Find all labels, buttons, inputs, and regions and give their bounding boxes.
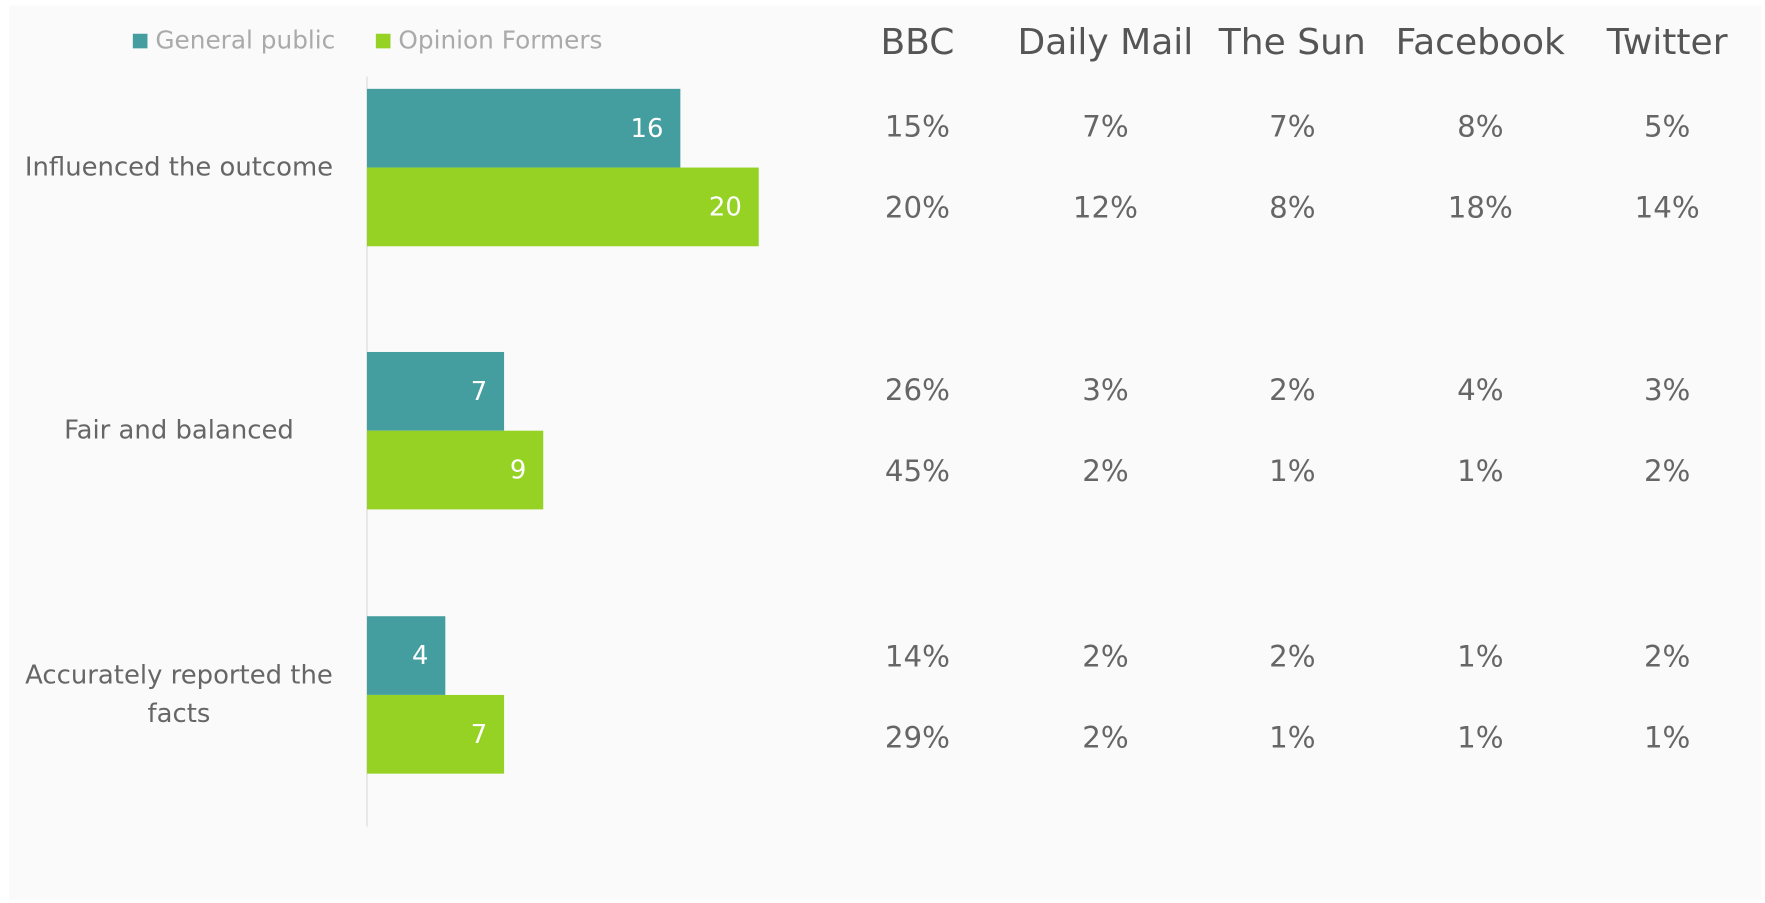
column-header: Daily Mail <box>1018 22 1194 63</box>
data-label: 16 <box>631 114 664 144</box>
data-label: 7 <box>471 377 487 407</box>
table-cell: 29% <box>885 720 950 754</box>
table-cell: 1% <box>1269 454 1315 488</box>
table-cell: 1% <box>1269 720 1315 754</box>
data-label: 7 <box>471 720 487 750</box>
legend-label: General public <box>155 26 335 55</box>
table-cell: 1% <box>1457 639 1503 673</box>
bar <box>366 616 446 695</box>
table-cell: 5% <box>1644 110 1690 144</box>
bar <box>366 694 505 774</box>
bar <box>366 351 505 431</box>
column-header: The Sun <box>1218 22 1366 63</box>
table-cell: 3% <box>1082 373 1128 407</box>
table-cell: 1% <box>1644 720 1690 754</box>
column-header: BBC <box>880 22 954 63</box>
bar <box>366 430 544 510</box>
data-label: 20 <box>709 193 742 223</box>
table-cell: 1% <box>1457 454 1503 488</box>
table-cell: 15% <box>885 110 950 144</box>
table-cell: 7% <box>1269 110 1315 144</box>
table-cell: 8% <box>1457 110 1503 144</box>
legend-swatch <box>375 33 391 49</box>
table-cell: 2% <box>1644 639 1690 673</box>
data-label: 4 <box>412 641 428 671</box>
table-cell: 45% <box>885 454 950 488</box>
table-cell: 3% <box>1644 373 1690 407</box>
category-label: Fair and balanced <box>64 416 294 446</box>
legend-label: Opinion Formers <box>398 26 602 55</box>
category-label: Influenced the outcome <box>24 152 334 183</box>
table-cell: 18% <box>1448 191 1513 225</box>
bar <box>366 88 681 168</box>
table-cell: 20% <box>885 191 950 225</box>
table-cell: 2% <box>1269 639 1315 673</box>
table-cell: 14% <box>885 639 950 673</box>
table-cell: 4% <box>1457 373 1503 407</box>
column-header: Twitter <box>1606 22 1728 63</box>
table-cell: 2% <box>1082 639 1128 673</box>
data-label: 9 <box>510 456 526 486</box>
table-cell: 14% <box>1635 191 1700 225</box>
table-cell: 2% <box>1082 454 1128 488</box>
table-cell: 2% <box>1082 720 1128 754</box>
category-label: Accurately reported the facts <box>25 661 333 729</box>
table-cell: 7% <box>1082 110 1128 144</box>
table-cell: 26% <box>885 373 950 407</box>
bar <box>366 167 759 247</box>
table-cell: 2% <box>1644 454 1690 488</box>
table-cell: 12% <box>1073 191 1138 225</box>
table-cell: 1% <box>1457 720 1503 754</box>
column-header: Facebook <box>1396 22 1565 63</box>
background <box>9 5 1762 900</box>
table-cell: 8% <box>1269 191 1315 225</box>
legend-swatch <box>132 33 148 49</box>
table-cell: 2% <box>1269 373 1315 407</box>
